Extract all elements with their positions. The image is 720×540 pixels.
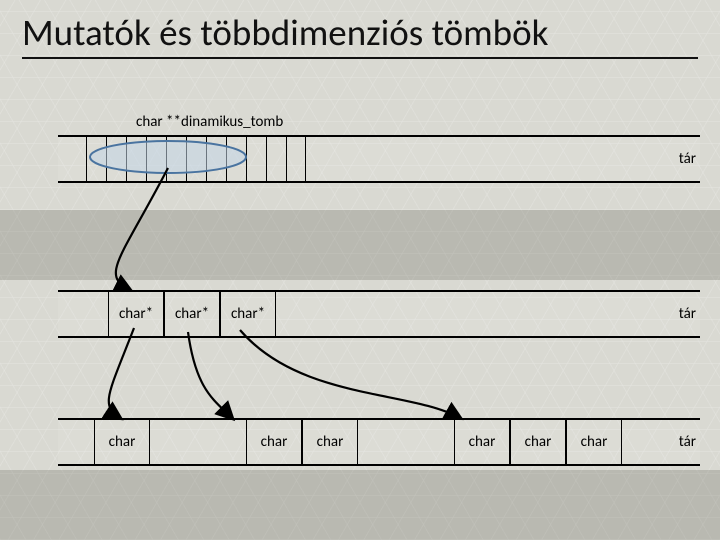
row3-cell-5: char	[454, 420, 510, 464]
row1-cells	[86, 137, 306, 181]
row1-byte-9	[266, 137, 286, 181]
row1-byte-10	[286, 137, 306, 181]
row3-label: tár	[679, 420, 696, 464]
memory-row-1: tár	[58, 135, 700, 183]
row3-cell-6: char	[510, 420, 566, 464]
row1-byte-2	[126, 137, 146, 181]
row1-byte-1	[106, 137, 126, 181]
row3-cells: char char char char char char	[94, 420, 622, 464]
row2-cell-1: char*	[164, 292, 220, 336]
bg-dark-stripe-2	[0, 470, 720, 540]
row1-byte-7	[226, 137, 246, 181]
row3-cell-2: char	[246, 420, 302, 464]
row1-byte-3	[146, 137, 166, 181]
row3-cell-3: char	[302, 420, 358, 464]
memory-row-2: char* char* char* tár	[58, 290, 700, 338]
row2-label: tár	[679, 292, 696, 336]
row3-gap-1	[358, 420, 454, 464]
row1-byte-8	[246, 137, 266, 181]
bg-dark-stripe-1	[0, 210, 720, 280]
row3-gap-0	[150, 420, 246, 464]
row2-cells: char* char* char*	[108, 292, 276, 336]
variable-label: char **dinamikus_tomb	[136, 113, 283, 131]
row1-byte-4	[166, 137, 186, 181]
row3-cell-0: char	[94, 420, 150, 464]
page-title: Mutatók és többdimenziós tömbök	[22, 10, 698, 59]
row1-label: tár	[679, 137, 696, 181]
row3-cell-7: char	[566, 420, 622, 464]
row2-cell-0: char*	[108, 292, 164, 336]
row2-cell-2: char*	[220, 292, 276, 336]
row1-byte-5	[186, 137, 206, 181]
row1-byte-6	[206, 137, 226, 181]
row1-byte-0	[86, 137, 106, 181]
memory-row-3: char char char char char char tár	[58, 418, 700, 466]
